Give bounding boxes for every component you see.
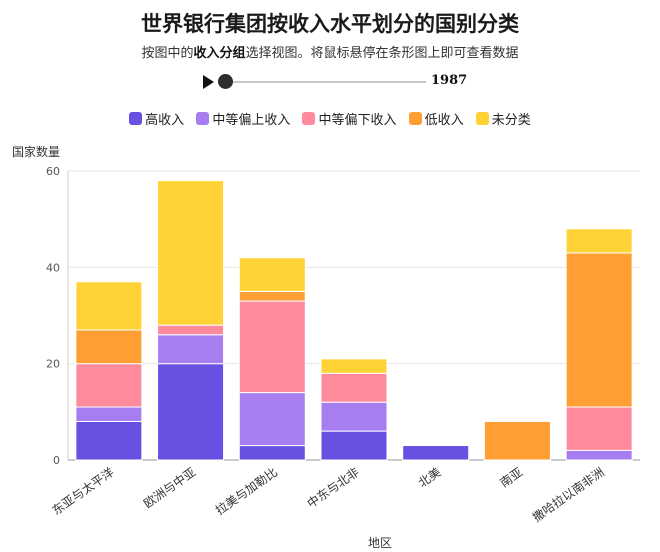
legend-item-unclassified[interactable]: 未分类 [475, 109, 531, 128]
bar-segment[interactable] [320, 358, 388, 374]
legend-swatch [475, 112, 489, 125]
legend-label: 低收入 [424, 113, 464, 128]
subtitle-text-end: 选择视图。将鼠标悬停在条形图上即可查看数据 [245, 46, 519, 61]
legend-swatch [302, 112, 316, 125]
y-tick-label: 40 [46, 261, 60, 274]
y-tick-label: 60 [46, 165, 60, 178]
chart-subtitle: 按图中的收入分组选择视图。将鼠标悬停在条形图上即可查看数据 [0, 42, 660, 61]
bar-segment[interactable] [402, 445, 470, 461]
legend-label: 中等偏上收入 [212, 113, 291, 128]
legend: 高收入 中等偏上收入 中等偏下收入 低收入 未分类 [0, 109, 660, 129]
legend-label: 未分类 [491, 113, 531, 128]
chart-title: 世界银行集团按收入水平划分的国别分类 [141, 12, 519, 36]
bar-segment[interactable] [75, 329, 143, 365]
x-tick-label: 东亚与太平洋 [49, 464, 117, 518]
y-tick-label: 0 [53, 454, 60, 467]
bar-segment[interactable] [238, 257, 306, 292]
bar-segment[interactable] [320, 372, 388, 403]
year-player: 1987 [200, 70, 500, 94]
bar-segment[interactable] [565, 449, 633, 461]
subtitle-text-start: 按图中的 [141, 46, 194, 61]
x-tick-label: 南亚 [497, 464, 525, 490]
bar-segment[interactable] [320, 430, 388, 461]
legend-item-low-income[interactable]: 低收入 [408, 109, 464, 128]
x-tick-label: 欧洲与中亚 [141, 464, 199, 511]
bar-segment[interactable] [157, 334, 225, 365]
bar-segment[interactable] [238, 290, 306, 302]
bar-segment[interactable] [157, 180, 225, 326]
legend-item-high-income[interactable]: 高收入 [129, 109, 184, 128]
year-slider-track[interactable] [226, 81, 426, 83]
x-tick-label: 撒哈拉以南非洲 [529, 464, 606, 524]
legend-item-lower-middle-income[interactable]: 中等偏下收入 [302, 109, 397, 128]
bar-segment[interactable] [483, 420, 551, 461]
legend-swatch [129, 112, 143, 125]
bar-segment[interactable] [75, 406, 143, 422]
legend-swatch [408, 112, 422, 125]
bar-segment[interactable] [238, 300, 306, 394]
x-axis-label: 地区 [367, 536, 392, 550]
bar-segment[interactable] [157, 324, 225, 336]
bar-segment[interactable] [238, 392, 306, 447]
year-slider-thumb[interactable] [218, 74, 233, 89]
y-axis-label: 国家数量 [12, 145, 61, 159]
bar-segment[interactable] [565, 406, 633, 451]
x-tick-label: 拉美与加勒比 [212, 464, 280, 518]
y-tick-label: 20 [46, 358, 60, 371]
bar-segment[interactable] [75, 363, 143, 408]
subtitle-emphasis: 收入分组 [193, 46, 246, 61]
bar-segment[interactable] [238, 445, 306, 461]
x-tick-label: 北美 [416, 465, 444, 490]
legend-item-upper-middle-income[interactable]: 中等偏上收入 [196, 109, 290, 128]
year-label: 1987 [431, 73, 468, 88]
bar-segment[interactable] [320, 401, 388, 432]
bar-segment[interactable] [157, 363, 225, 461]
bar-segment[interactable] [75, 281, 143, 331]
legend-label: 中等偏下收入 [318, 113, 397, 128]
legend-label: 高收入 [145, 113, 185, 128]
bar-segment[interactable] [565, 252, 633, 408]
bar-segment[interactable] [75, 420, 143, 461]
bar-segment[interactable] [565, 228, 633, 254]
legend-swatch [196, 112, 210, 125]
play-icon[interactable] [203, 75, 214, 89]
x-tick-label: 中东与北非 [304, 464, 362, 511]
